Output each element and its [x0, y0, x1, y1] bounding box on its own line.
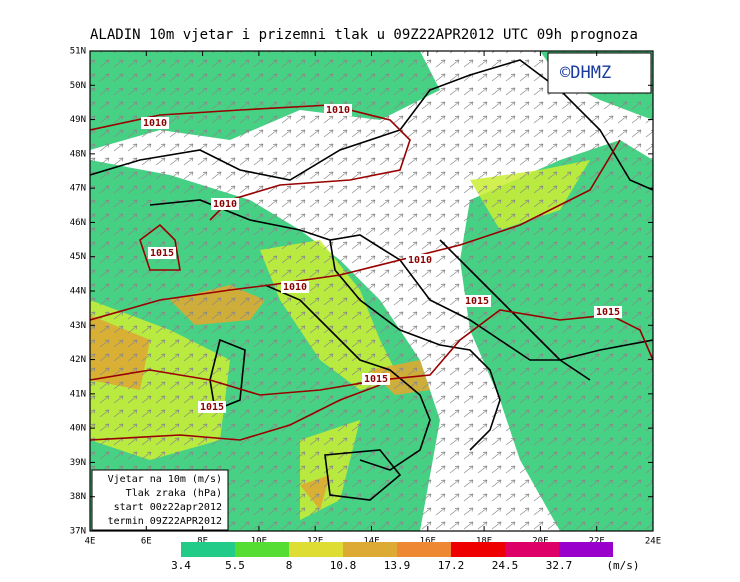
isobar-label: 1010: [213, 199, 237, 210]
lat-label: 49N: [70, 115, 86, 125]
colorbar-label: 3.4: [171, 559, 191, 572]
colorbar-swatch: [559, 542, 613, 557]
colorbar-label: 32.7: [546, 559, 573, 572]
lon-label: 14E: [363, 537, 379, 547]
isobar-label-bg: [463, 295, 491, 307]
colorbar-label: 24.5: [492, 559, 519, 572]
lon-label: 24E: [645, 537, 661, 547]
colorbar-swatch: [289, 542, 343, 557]
isobar-label-bg: [362, 373, 390, 385]
lon-label: 16E: [420, 537, 436, 547]
colorbar-label: 8: [286, 559, 293, 572]
lat-label: 48N: [70, 149, 86, 159]
colorbar-label: 10.8: [330, 559, 357, 572]
lat-label: 38N: [70, 492, 86, 502]
isobar-label-bg: [198, 401, 226, 413]
isobar-label-bg: [324, 104, 352, 116]
colorbar-label: 17.2: [438, 559, 465, 572]
isobar-label-bg: [211, 198, 239, 210]
lat-label: 44N: [70, 287, 86, 297]
lon-label: 4E: [85, 537, 96, 547]
lon-label: 8E: [197, 537, 208, 547]
lat-label: 39N: [70, 458, 86, 468]
lat-label: 45N: [70, 252, 86, 262]
isobar-label: 1015: [596, 307, 620, 318]
lon-label: 6E: [141, 537, 152, 547]
info-box: [91, 469, 229, 531]
lat-label: 41N: [70, 389, 86, 399]
lon-label: 10E: [251, 537, 267, 547]
credit: ©DHMZ: [560, 63, 611, 83]
colorbar-label: 5.5: [225, 559, 245, 572]
isobar-label-bg: [141, 117, 169, 129]
colorbar-unit: (m/s): [606, 559, 639, 572]
lat-label: 37N: [70, 527, 86, 537]
lat-label: 46N: [70, 218, 86, 228]
colorbar-swatch: [235, 542, 289, 557]
isobar-label-bg: [281, 281, 309, 293]
lon-label: 20E: [532, 537, 548, 547]
colorbar-swatch: [505, 542, 559, 557]
colorbar-label: 13.9: [384, 559, 411, 572]
isobar-label-bg: [594, 306, 622, 318]
isobar-label: 1015: [150, 248, 174, 259]
isobar-label: 1015: [465, 296, 489, 307]
isobar-label: 1015: [364, 374, 388, 385]
lon-label: 12E: [307, 537, 323, 547]
colorbar-swatch: [397, 542, 451, 557]
colorbar-swatch: [181, 542, 235, 557]
annotations: 51N 50N 49N 48N 47N 46N 45N 44N 43N 42N 41N 40N 39N 3…: [70, 47, 661, 573]
lon-label: 22E: [589, 537, 605, 547]
info-line: Vjetar na 10m (m/s): [108, 474, 222, 485]
isobar-label: 1015: [200, 402, 224, 413]
isobar-label: 1010: [408, 255, 432, 266]
lat-label: 51N: [70, 47, 86, 57]
isobar-label: 1010: [143, 118, 167, 129]
lat-label: 43N: [70, 321, 86, 331]
lat-label: 50N: [70, 81, 86, 91]
isobar-label: 1010: [283, 282, 307, 293]
info-line: Tlak zraka (hPa): [126, 488, 222, 499]
isobar-label-bg: [148, 247, 176, 259]
colorbar-swatch: [343, 542, 397, 557]
lat-label: 42N: [70, 355, 86, 365]
lat-label: 47N: [70, 184, 86, 194]
isobar-label: 1010: [326, 105, 350, 116]
lon-label: 18E: [476, 537, 492, 547]
lat-label: 40N: [70, 424, 86, 434]
info-line: start 00z22apr2012: [114, 502, 222, 513]
info-line: termin 09Z22APR2012: [108, 516, 222, 527]
title: ALADIN 10m vjetar i prizemni tlak u 09Z2…: [90, 27, 638, 43]
isobar-labels: 1010 1010 1010 1010 1010 1015 1015 1015 1015 1015: [141, 104, 622, 413]
colorbar-swatch: [451, 542, 505, 557]
isobar-label-bg: [406, 254, 434, 266]
map: [90, 51, 653, 531]
